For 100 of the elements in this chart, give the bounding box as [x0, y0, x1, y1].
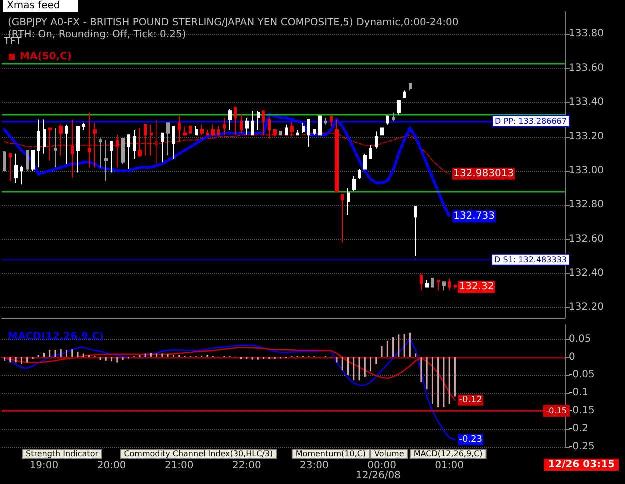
candlestick [99, 138, 102, 168]
candlestick [290, 122, 294, 138]
text: Strength Indicator [26, 450, 100, 458]
candlestick [110, 141, 113, 174]
candlestick [330, 116, 333, 128]
data-label: -0.23 [459, 434, 483, 445]
candlestick [54, 128, 57, 168]
candlestick [161, 132, 164, 163]
y-tick-label: 133.20 [569, 131, 604, 142]
candlestick [189, 126, 192, 134]
candlestick [71, 119, 74, 178]
y-tick-label: 133.00 [569, 165, 604, 176]
annotation: TFT [3, 36, 23, 48]
line-series [4, 132, 450, 174]
candlestick [88, 112, 91, 168]
candlestick [245, 117, 249, 136]
candlestick [59, 124, 63, 156]
candlestick [43, 119, 46, 154]
candlestick [104, 140, 108, 182]
candlestick [341, 194, 344, 244]
candlestick [31, 150, 35, 172]
candlestick [335, 119, 339, 192]
text: Momentum(10,C) [296, 450, 366, 458]
x-tick-label: 01:00 [435, 460, 464, 472]
candlestick [195, 126, 198, 136]
candlestick [369, 144, 372, 160]
candlestick [172, 126, 175, 160]
candlestick [26, 150, 29, 172]
text: MACD(12,26,9,C) [414, 450, 483, 458]
candlestick [3, 152, 6, 172]
ref-line-label: D S1: 132.483333 [494, 255, 567, 264]
candlestick [200, 124, 204, 136]
y-tick-label: -0.1 [569, 388, 589, 399]
candlestick [386, 116, 389, 126]
candlestick [257, 110, 260, 130]
candlestick [76, 126, 80, 174]
candlestick [211, 124, 215, 138]
candlestick [150, 124, 153, 156]
y-tick-label: 133.40 [569, 97, 604, 108]
candlestick [448, 278, 451, 292]
candlestick [228, 108, 232, 130]
candlestick [268, 117, 271, 140]
candlestick [403, 90, 406, 98]
candlestick [121, 138, 125, 165]
candlestick [9, 153, 12, 182]
text: 12/26/08 [356, 470, 401, 482]
y-tick-label: 132.40 [569, 268, 604, 280]
candlestick [437, 280, 440, 292]
candlestick [414, 206, 417, 257]
x-tick-label: 22:00 [232, 460, 262, 472]
candlestick [133, 129, 136, 160]
y-tick-label: 0.05 [569, 334, 592, 345]
y-tick-label: -0.05 [569, 370, 595, 381]
y-tick-label: -0.25 [569, 442, 595, 452]
candlestick [234, 107, 237, 136]
ref-line-label: D PP: 133.286667 [495, 116, 567, 126]
text: Commodity Channel Index(30,HLC/3) [124, 450, 274, 458]
candlestick [65, 124, 68, 165]
x-tick-label: 21:00 [164, 460, 194, 472]
data-label: -0.12 [459, 395, 483, 406]
candlestick [285, 124, 288, 136]
candlestick [313, 129, 316, 136]
text: 12/26 03:15 [548, 460, 616, 470]
candlestick [183, 126, 187, 136]
text: 132.32 [459, 282, 494, 293]
y-tick-label: -0.2 [569, 424, 589, 435]
candlestick [138, 128, 142, 158]
candlestick [251, 110, 254, 136]
candlestick [420, 274, 423, 292]
candlestick [307, 119, 310, 148]
legend-label: MA(50,C) [20, 52, 72, 62]
candlestick [363, 153, 367, 170]
candlestick [178, 116, 181, 142]
candlestick [127, 134, 130, 170]
candlestick [352, 176, 356, 192]
candlestick [425, 280, 429, 288]
candlestick [240, 114, 243, 134]
y-tick-label: 132.60 [569, 234, 604, 245]
candlestick [48, 128, 52, 162]
candlestick [409, 83, 412, 92]
candlestick [380, 128, 384, 136]
ref-line-label: -0.15 [546, 406, 567, 416]
candlestick [392, 112, 395, 122]
candlestick [144, 124, 147, 156]
candlestick [223, 117, 226, 136]
candlestick [318, 116, 322, 136]
x-tick-label: 23:00 [300, 460, 329, 472]
x-tick-label: 20:00 [97, 460, 126, 472]
candlestick [14, 153, 18, 184]
candlestick [296, 129, 299, 136]
y-tick-label: 133.80 [569, 28, 604, 40]
data-label: 132.983013 [454, 168, 514, 180]
candlestick [20, 165, 23, 186]
y-tick-label: 132.20 [569, 302, 604, 314]
candlestick [442, 282, 446, 292]
text: Xmas feed [7, 0, 60, 12]
text: MACD(12,26,9,C) [8, 332, 104, 342]
candlestick [116, 134, 119, 168]
candlestick [93, 122, 97, 168]
candlestick [358, 168, 361, 180]
